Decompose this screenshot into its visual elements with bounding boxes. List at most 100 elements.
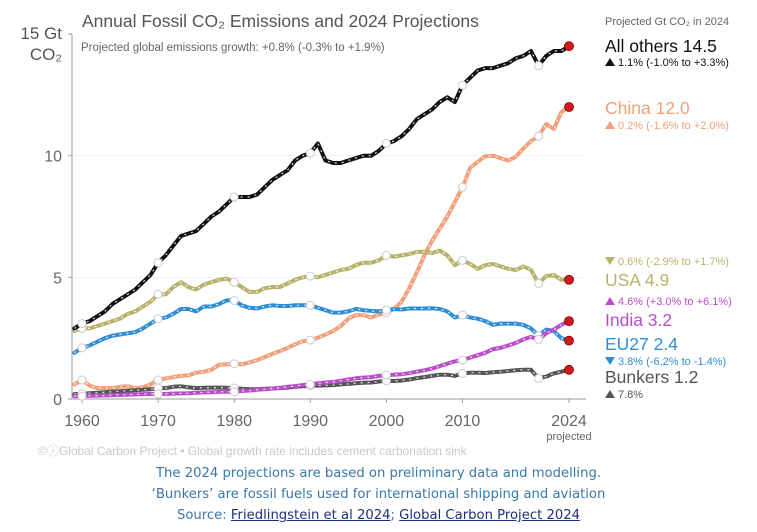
y-tick-labels: 0 5 10 [44,149,62,409]
marker-eu27-1980 [229,295,239,305]
marker-india-2010 [457,355,467,365]
marker-india-1990 [305,379,315,389]
marker-india-1960 [77,391,87,401]
marker-china-2010 [457,182,467,192]
marker-china-1980 [229,359,239,369]
legend-label-eu27: EU27 2.4 [605,334,678,354]
x-tick-label-2024: 2024 [551,413,587,430]
series-all-others [72,41,574,331]
marker-usa-2020 [534,278,544,288]
marker-india-2020 [534,334,544,344]
marker-china-1960 [77,375,87,385]
footnotes: The 2024 projections are based on prelim… [0,463,757,526]
x-tick-sublabel-projected: projected [546,431,591,443]
series-line-eu27 [72,298,571,355]
source-prefix: Source: [176,508,231,523]
chart-title: Annual Fossil CO₂ Emissions and 2024 Pro… [82,11,479,31]
legend-entry-bunkers: Bunkers 1.2 7.8% [605,367,698,401]
source-link-gcp[interactable]: Global Carbon Project 2024 [399,508,581,523]
triangle-up-icon [605,297,615,305]
marker-usa-1980 [229,277,239,287]
series-china [72,102,574,391]
axes [68,33,586,403]
marker-eu27-1960 [77,343,87,353]
triangle-down-icon [605,357,615,365]
marker-all-others-1980 [229,192,239,202]
chart-subtitle: Projected global emissions growth: +0.8%… [81,42,385,54]
series-line-dash-all-others [74,45,570,329]
legend-label-all-others: All others 14.5 [605,36,717,56]
footnote-projections: The 2024 projections are based on prelim… [155,466,602,481]
legend-label-india: India 3.2 [605,310,672,330]
marker-all-others-2010 [457,80,467,90]
legend-header: Projected Gt CO₂ in 2024 [605,16,729,28]
marker-india-1980 [229,387,239,397]
y-tick-label-5: 5 [53,270,62,287]
legend-rate-all-others: 1.1% (-1.0% to +3.3%) [618,57,729,69]
marker-bunkers-2010 [457,368,467,378]
legend-entry-eu27: EU27 2.4 3.8% (-6.2% to -1.4%) [605,334,726,368]
triangle-up-icon [605,58,615,66]
legend-rate-china: 0.2% (-1.6% to +2.0%) [618,120,729,132]
y-axis-label-unit: 15 Gt [20,24,62,43]
legend: Projected Gt CO₂ in 2024 All others 14.5… [605,16,732,401]
marker-usa-2010 [457,255,467,265]
series-line-dash-bunkers [74,369,570,395]
x-tick-label-2000: 2000 [369,413,405,430]
marker-china-1990 [305,335,315,345]
y-axis-label-gas: CO₂ [30,45,62,64]
source-separator: ; [390,508,400,523]
credit-line: ©ⓘGlobal Carbon Project • Global growth … [38,444,468,458]
legend-rate-india: 4.6% (+3.0% to +6.1%) [618,296,732,308]
marker-all-others-1970 [153,258,163,268]
marker-china-2020 [534,131,544,141]
series-lines [72,41,574,401]
x-tick-label-1980: 1980 [216,413,252,430]
projection-point-india [564,316,574,327]
marker-all-others-2000 [381,139,391,148]
emissions-chart: Annual Fossil CO₂ Emissions and 2024 Pro… [20,11,732,458]
marker-usa-2000 [381,250,391,260]
x-tick-label-1990: 1990 [292,413,328,430]
marker-china-1970 [153,375,163,385]
marker-all-others-2020 [534,61,544,71]
series-line-dash-china [74,106,570,389]
legend-rate-eu27: 3.8% (-6.2% to -1.4%) [618,356,726,368]
marker-usa-1990 [305,271,315,281]
legend-label-usa: USA 4.9 [605,270,669,290]
triangle-down-icon [605,257,615,265]
legend-entry-usa: USA 4.9 0.6% (-2.9% to +1.7%) [605,256,729,290]
gridlines [72,155,586,278]
legend-rate-bunkers: 7.8% [618,389,643,401]
legend-label-bunkers: Bunkers 1.2 [605,367,698,387]
legend-entry-china: China 12.0 0.2% (-1.6% to +2.0%) [605,98,729,132]
legend-rate-usa: 0.6% (-2.9% to +1.7%) [618,256,729,268]
marker-all-others-1960 [77,319,87,329]
footnote-source: Source: Friedlingstein et al 2024; Globa… [0,505,757,526]
legend-entry-india: India 3.2 4.6% (+3.0% to +6.1%) [605,296,732,330]
triangle-up-icon [605,121,615,129]
series-eu27 [72,295,574,355]
footnote-bunkers: ‘Bunkers’ are fossil fuels used for inte… [151,487,606,502]
x-tick-labels: 1960 1970 1980 1990 2000 2010 2024 [64,413,587,430]
marker-eu27-2000 [381,305,391,315]
series-line-all-others [72,44,571,331]
y-tick-label-0: 0 [53,392,62,409]
triangle-up-icon [605,390,615,398]
marker-bunkers-2020 [534,373,544,383]
x-tick-label-1970: 1970 [140,413,176,430]
marker-eu27-1970 [153,314,163,324]
legend-label-china: China 12.0 [605,98,690,118]
legend-entry-all-others: All others 14.51.1% (-1.0% to +3.3%) [605,36,729,69]
series-india [72,316,574,401]
projection-point-bunkers [564,364,574,375]
series-usa [72,248,574,333]
marker-eu27-2010 [457,310,467,320]
projection-point-all-others [564,41,574,52]
projection-point-eu27 [564,335,574,346]
source-link-friedlingstein[interactable]: Friedlingstein et al 2024 [230,508,391,523]
marker-india-2000 [381,370,391,380]
x-tick-label-2010: 2010 [445,413,481,430]
projection-point-usa [564,274,574,285]
marker-india-1970 [153,389,163,399]
